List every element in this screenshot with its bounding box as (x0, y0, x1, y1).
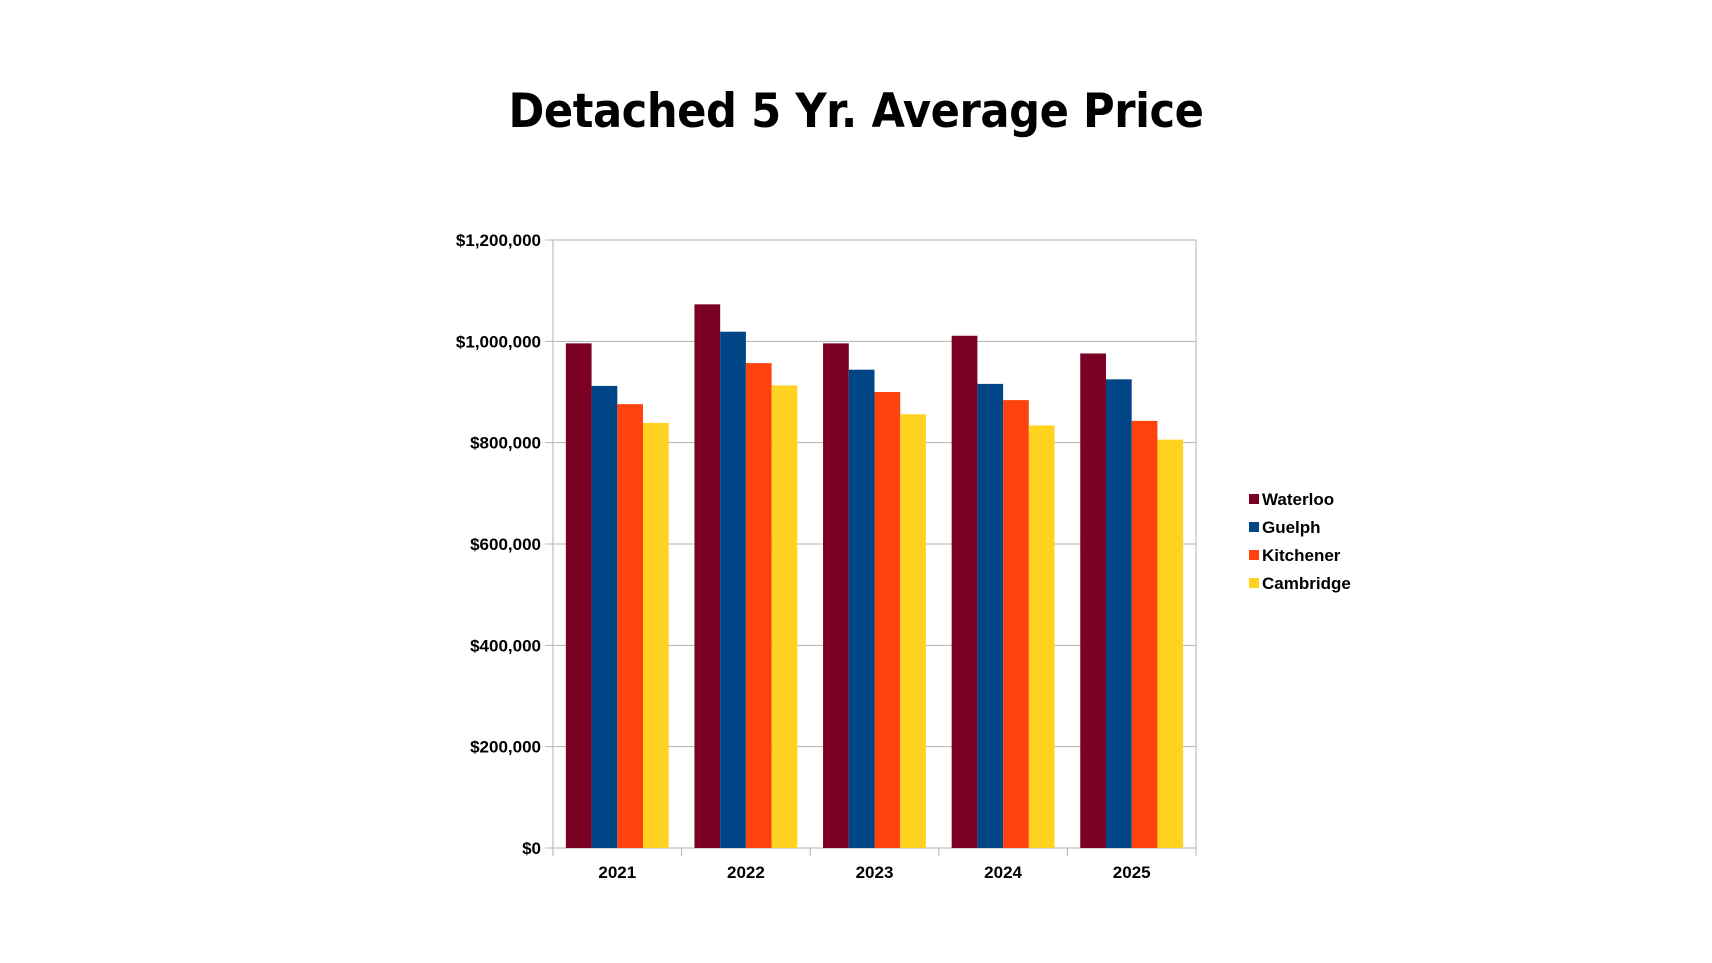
bar-kitchener-2025 (1131, 420, 1158, 848)
x-tick-label: 2025 (1113, 863, 1151, 882)
y-tick-label: $600,000 (470, 535, 541, 554)
bar-waterloo-2023 (823, 343, 849, 848)
axes: $0 $200,000 $400,000 $600,000 $800,000 $1,000… (456, 231, 1197, 882)
legend-label-cambridge: Cambridge (1262, 574, 1351, 593)
bar-kitchener-2023 (874, 392, 901, 848)
x-tick-label: 2021 (598, 863, 636, 882)
bar-waterloo-2022 (694, 304, 721, 848)
bar-waterloo-2025 (1080, 353, 1106, 848)
bar-waterloo-2021 (565, 343, 592, 848)
legend-swatch-cambridge (1249, 578, 1259, 588)
bar-cambridge-2024 (1028, 425, 1055, 848)
bar-guelph-2023 (848, 369, 875, 848)
bar-kitchener-2021 (617, 404, 644, 848)
bar-kitchener-2024 (1003, 400, 1029, 848)
bar-cambridge-2022 (771, 385, 798, 848)
bar-guelph-2021 (591, 385, 618, 848)
y-tick-label: $1,200,000 (456, 231, 541, 250)
legend-swatch-kitchener (1249, 550, 1259, 560)
legend-swatch-guelph (1249, 522, 1259, 532)
legend-label-guelph: Guelph (1262, 518, 1321, 537)
chart-title: Detached 5 Yr. Average Price (508, 84, 1204, 139)
legend-label-waterloo: Waterloo (1262, 490, 1334, 509)
bar-guelph-2025 (1105, 379, 1132, 848)
bar-waterloo-2024 (951, 335, 978, 848)
x-tick-label: 2023 (856, 863, 894, 882)
legend-swatch-waterloo (1249, 494, 1259, 504)
bar-cambridge-2023 (900, 414, 926, 848)
y-tick-label: $0 (522, 839, 541, 858)
bar-guelph-2022 (720, 331, 746, 848)
y-tick-label: $400,000 (470, 636, 541, 655)
bar-cambridge-2021 (643, 422, 669, 848)
y-tick-label: $200,000 (470, 738, 541, 757)
y-tick-label: $800,000 (470, 434, 541, 453)
x-tick-label: 2024 (984, 863, 1022, 882)
x-tick-label: 2022 (727, 863, 765, 882)
y-tick-label: $1,000,000 (456, 332, 541, 351)
legend: Waterloo Guelph Kitchener Cambridge (1249, 490, 1351, 593)
bar-kitchener-2022 (745, 363, 772, 848)
bar-cambridge-2025 (1157, 439, 1184, 848)
bar-guelph-2024 (977, 383, 1004, 848)
legend-label-kitchener: Kitchener (1262, 546, 1341, 565)
bars (565, 304, 1184, 848)
